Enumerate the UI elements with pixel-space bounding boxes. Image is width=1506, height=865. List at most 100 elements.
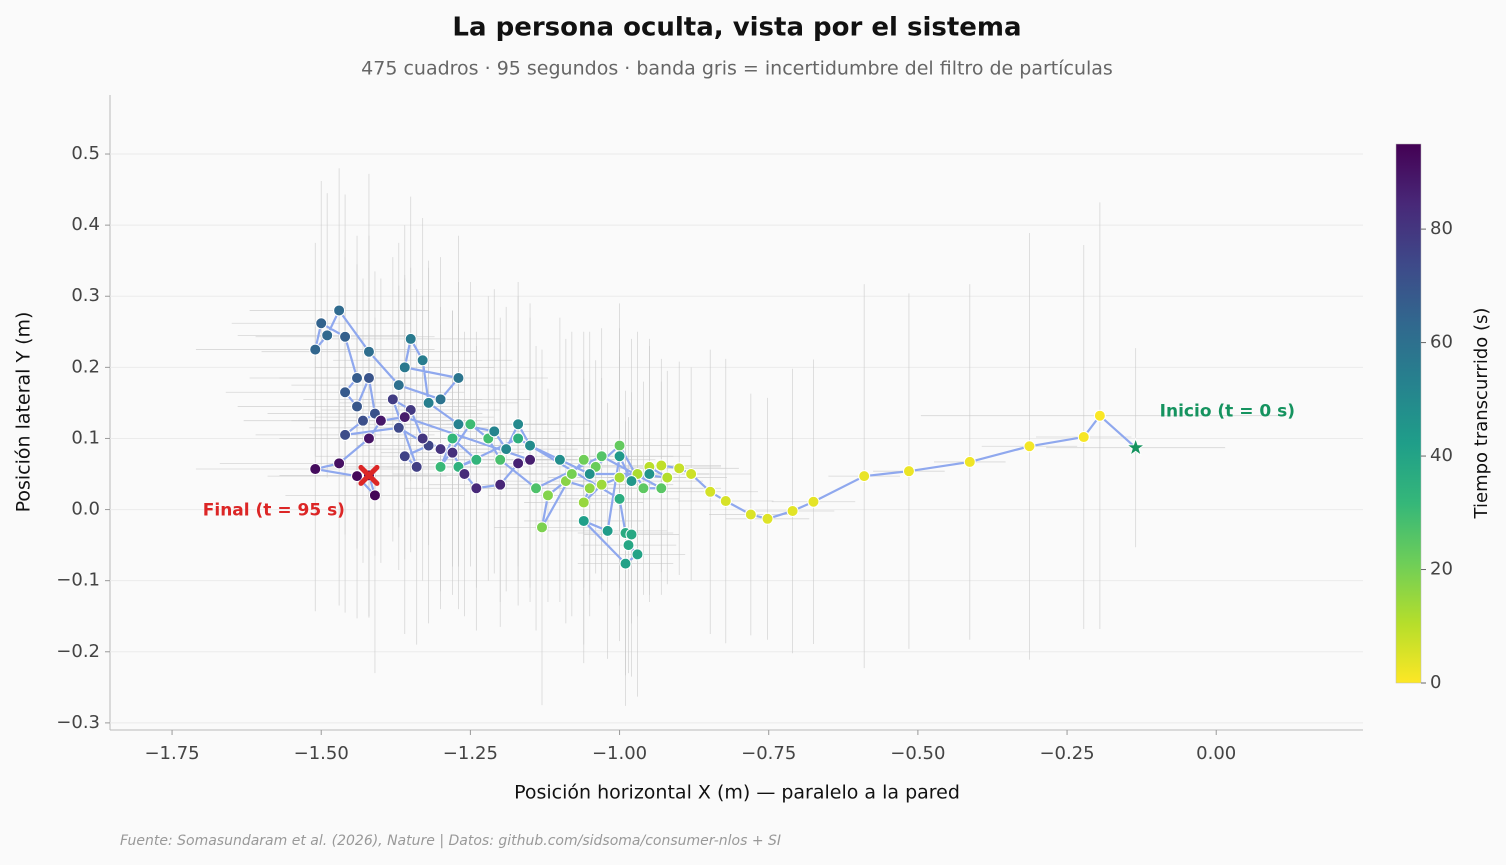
point xyxy=(631,548,644,561)
y-tick-label: −0.2 xyxy=(56,641,100,662)
y-tick-label: −0.1 xyxy=(56,570,100,591)
point xyxy=(374,414,387,427)
point xyxy=(398,361,411,374)
point xyxy=(643,468,656,481)
y-axis-label: Posición lateral Y (m) xyxy=(13,312,35,513)
point xyxy=(583,482,596,495)
point xyxy=(488,425,501,438)
point xyxy=(661,471,674,484)
point xyxy=(524,453,537,466)
point xyxy=(761,512,774,525)
colorbar xyxy=(1395,143,1422,684)
end-annotation: Final (t = 95 s) xyxy=(203,500,345,520)
colorbar-label: Tiempo transcurrido (s) xyxy=(1471,308,1492,520)
point xyxy=(309,463,322,476)
point xyxy=(601,524,614,537)
point xyxy=(512,432,525,445)
point xyxy=(613,471,626,484)
uncertainty-band xyxy=(195,168,1279,706)
point xyxy=(416,432,429,445)
point xyxy=(512,457,525,470)
point xyxy=(434,460,447,473)
point xyxy=(333,457,346,470)
point xyxy=(786,504,799,517)
point xyxy=(404,332,417,345)
point xyxy=(339,428,352,441)
point xyxy=(309,343,322,356)
point xyxy=(351,372,364,385)
point xyxy=(452,372,465,385)
point xyxy=(494,478,507,491)
point xyxy=(351,400,364,413)
colorbar-tick-label: 60 xyxy=(1430,332,1453,353)
point xyxy=(500,443,513,456)
start-annotation: Inicio (t = 0 s) xyxy=(1160,402,1295,422)
colorbar-tick-label: 80 xyxy=(1430,218,1453,239)
x-tick-label: −0.75 xyxy=(741,743,796,764)
point xyxy=(434,443,447,456)
x-tick-label: −1.25 xyxy=(443,743,498,764)
point xyxy=(422,396,435,409)
point xyxy=(704,485,717,498)
point xyxy=(530,482,543,495)
point xyxy=(446,446,459,459)
point xyxy=(553,453,566,466)
point xyxy=(1023,440,1036,453)
colorbar-tick-label: 0 xyxy=(1430,672,1441,693)
point xyxy=(655,482,668,495)
point xyxy=(613,492,626,505)
point xyxy=(339,330,352,343)
x-axis-label: Posición horizontal X (m) — paralelo a l… xyxy=(514,782,960,804)
source-note: Fuente: Somasundaram et al. (2026), Natu… xyxy=(120,833,781,849)
point xyxy=(637,482,650,495)
point xyxy=(356,414,369,427)
x-tick-label: −0.25 xyxy=(1039,743,1094,764)
point xyxy=(963,455,976,468)
point xyxy=(458,468,471,481)
point xyxy=(807,495,820,508)
point xyxy=(446,432,459,445)
point xyxy=(392,421,405,434)
y-tick-label: 0.2 xyxy=(71,356,100,377)
point xyxy=(625,475,638,488)
x-tick-label: −0.50 xyxy=(890,743,945,764)
point xyxy=(535,521,548,534)
point xyxy=(386,393,399,406)
point xyxy=(452,418,465,431)
point xyxy=(368,489,381,502)
point xyxy=(321,329,334,342)
y-tick-label: 0.5 xyxy=(71,143,100,164)
point xyxy=(524,439,537,452)
point xyxy=(416,354,429,367)
point xyxy=(577,514,590,527)
start-marker xyxy=(1125,437,1146,457)
point xyxy=(410,460,423,473)
point xyxy=(362,432,375,445)
point xyxy=(655,459,668,472)
y-tick-label: −0.3 xyxy=(56,712,100,733)
point xyxy=(613,439,626,452)
point xyxy=(1077,431,1090,444)
point xyxy=(339,386,352,399)
chart-subtitle: 475 cuadros · 95 segundos · banda gris =… xyxy=(361,58,1113,80)
point xyxy=(512,418,525,431)
point xyxy=(1093,409,1106,422)
point xyxy=(434,393,447,406)
point xyxy=(362,345,375,358)
point xyxy=(470,482,483,495)
point xyxy=(392,379,405,392)
point xyxy=(685,468,698,481)
point xyxy=(494,453,507,466)
colorbar-tick-label: 20 xyxy=(1430,559,1453,580)
point xyxy=(541,489,554,502)
point xyxy=(464,418,477,431)
point xyxy=(719,495,732,508)
point xyxy=(577,496,590,509)
point xyxy=(470,453,483,466)
point xyxy=(673,462,686,475)
point xyxy=(315,317,328,330)
point xyxy=(625,528,638,541)
colorbar-tick-label: 40 xyxy=(1430,445,1453,466)
point xyxy=(902,465,915,478)
y-tick-label: 0.3 xyxy=(71,285,100,306)
